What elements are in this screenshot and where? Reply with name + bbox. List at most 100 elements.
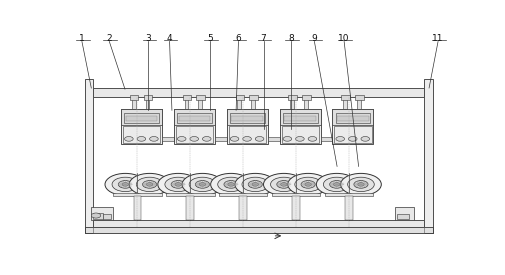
Bar — [93, 220, 424, 227]
Circle shape — [171, 181, 185, 188]
Bar — [395, 207, 414, 220]
Circle shape — [334, 183, 340, 186]
Text: 10: 10 — [338, 34, 350, 43]
Bar — [325, 193, 373, 196]
Bar — [280, 109, 321, 125]
Bar — [332, 109, 374, 125]
Circle shape — [149, 137, 158, 141]
Circle shape — [165, 177, 191, 192]
Bar — [355, 95, 364, 100]
Bar — [166, 193, 215, 196]
Bar — [321, 137, 332, 141]
Circle shape — [137, 137, 146, 141]
Circle shape — [195, 181, 210, 188]
Text: 5: 5 — [207, 34, 213, 43]
Circle shape — [283, 137, 292, 141]
Bar — [229, 126, 266, 143]
Bar — [185, 97, 188, 109]
Bar — [103, 214, 111, 219]
Bar — [345, 196, 352, 220]
Bar — [337, 116, 369, 121]
Bar — [198, 97, 202, 109]
Circle shape — [323, 177, 350, 192]
Bar — [341, 95, 350, 100]
Text: 9: 9 — [312, 34, 317, 43]
Circle shape — [354, 181, 368, 188]
Circle shape — [235, 174, 276, 196]
Circle shape — [295, 137, 304, 141]
Circle shape — [122, 183, 128, 186]
Circle shape — [146, 183, 153, 186]
Circle shape — [203, 137, 211, 141]
Bar — [174, 109, 215, 144]
Bar — [343, 97, 347, 109]
Bar — [397, 214, 409, 219]
Bar — [91, 207, 113, 220]
Text: 4: 4 — [167, 34, 172, 43]
Bar — [334, 126, 372, 143]
Circle shape — [308, 137, 317, 141]
Text: 6: 6 — [236, 34, 241, 43]
Circle shape — [129, 174, 170, 196]
Bar — [174, 109, 215, 125]
Circle shape — [190, 137, 198, 141]
Circle shape — [243, 137, 251, 141]
Bar — [290, 97, 294, 109]
Circle shape — [105, 174, 146, 196]
Bar — [272, 193, 320, 196]
Bar — [284, 116, 316, 121]
Circle shape — [348, 137, 357, 141]
Bar — [230, 113, 265, 122]
Circle shape — [211, 174, 251, 196]
Bar — [424, 79, 433, 233]
Circle shape — [224, 181, 238, 188]
Circle shape — [340, 174, 381, 196]
Circle shape — [252, 183, 259, 186]
Circle shape — [177, 137, 186, 141]
Circle shape — [125, 137, 133, 141]
Text: 8: 8 — [288, 34, 294, 43]
Bar — [183, 95, 191, 100]
Bar — [227, 109, 268, 125]
Circle shape — [347, 177, 374, 192]
Circle shape — [142, 181, 157, 188]
Text: 1: 1 — [79, 34, 85, 43]
Bar — [93, 213, 103, 219]
Bar — [177, 113, 212, 122]
Bar — [124, 113, 159, 122]
Bar — [280, 109, 321, 144]
Bar — [215, 137, 227, 141]
Circle shape — [305, 183, 311, 186]
Bar — [145, 97, 149, 109]
Circle shape — [230, 137, 239, 141]
Bar — [283, 113, 318, 122]
Bar — [121, 109, 162, 125]
Circle shape — [248, 181, 262, 188]
Circle shape — [358, 183, 364, 186]
Bar — [239, 196, 247, 220]
Circle shape — [264, 174, 304, 196]
Bar — [231, 116, 263, 121]
Bar — [143, 95, 152, 100]
Bar — [162, 137, 174, 141]
Circle shape — [158, 174, 198, 196]
Bar — [132, 97, 135, 109]
Bar — [251, 97, 255, 109]
Circle shape — [199, 183, 206, 186]
Bar — [335, 113, 370, 122]
Bar — [249, 95, 258, 100]
Bar — [227, 109, 268, 144]
Bar — [85, 227, 433, 233]
Bar — [219, 193, 268, 196]
Circle shape — [112, 177, 139, 192]
Bar — [281, 126, 319, 143]
Circle shape — [361, 137, 370, 141]
Circle shape — [330, 181, 344, 188]
Bar — [121, 109, 162, 144]
Bar — [85, 79, 93, 233]
Bar — [186, 196, 194, 220]
Circle shape — [336, 137, 344, 141]
Bar — [288, 95, 297, 100]
Text: 3: 3 — [145, 34, 152, 43]
Circle shape — [301, 181, 315, 188]
